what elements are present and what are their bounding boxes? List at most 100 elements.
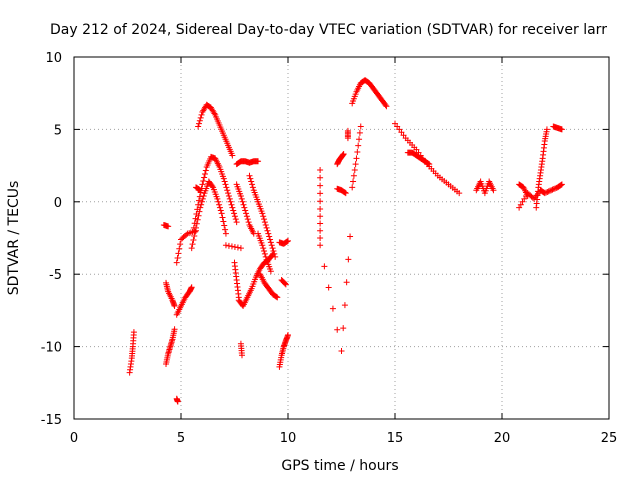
- series-arc-01: [126, 329, 137, 376]
- data-point-marker: [524, 193, 531, 200]
- data-point-marker: [197, 204, 204, 211]
- series-arc-07: [173, 395, 181, 405]
- data-point-marker: [230, 207, 237, 214]
- data-point-marker: [130, 329, 137, 336]
- data-point-marker: [352, 161, 359, 168]
- data-point-marker: [317, 220, 324, 227]
- data-point-marker: [329, 305, 336, 312]
- data-point-marker: [238, 352, 245, 359]
- data-point-marker: [321, 263, 328, 270]
- y-tick-label: -10: [41, 341, 62, 356]
- data-point-marker: [317, 198, 324, 205]
- data-point-marker: [232, 216, 239, 223]
- data-point-marker: [350, 178, 357, 185]
- series-arc-15: [231, 259, 242, 301]
- data-point-marker: [426, 161, 433, 168]
- data-point-marker: [425, 160, 432, 167]
- data-point-marker: [338, 347, 345, 354]
- data-point-marker: [558, 126, 565, 133]
- data-point-marker: [200, 177, 207, 184]
- data-point-marker: [543, 126, 550, 133]
- data-point-marker: [195, 120, 202, 127]
- data-point-marker: [317, 227, 324, 234]
- data-point-marker: [261, 250, 268, 257]
- data-point-marker: [202, 167, 209, 174]
- data-point-marker: [558, 181, 565, 188]
- series-arc-28: [349, 77, 390, 110]
- data-point-marker: [231, 243, 238, 250]
- series-arc-36: [550, 123, 565, 133]
- data-point-marker: [190, 237, 197, 244]
- series-arc-27: [344, 127, 351, 142]
- y-tick-label: -15: [41, 413, 62, 428]
- data-point-marker: [199, 195, 206, 202]
- data-point-marker: [221, 222, 228, 229]
- data-point-marker: [260, 245, 267, 252]
- data-point-marker: [543, 189, 550, 196]
- data-point-marker: [211, 110, 218, 117]
- data-point-marker: [284, 238, 291, 245]
- data-point-marker: [228, 243, 235, 250]
- data-point-marker: [197, 114, 204, 121]
- data-point-marker: [356, 129, 363, 136]
- data-point-marker: [267, 268, 274, 275]
- x-tick-label: 5: [177, 431, 185, 446]
- data-point-marker: [246, 172, 253, 179]
- series-arc-21: [237, 340, 245, 359]
- data-point-marker: [196, 117, 203, 124]
- data-point-marker: [214, 195, 221, 202]
- data-point-marker: [317, 213, 324, 220]
- data-point-marker: [240, 201, 247, 208]
- data-point-marker: [285, 332, 291, 339]
- data-point-marker: [317, 182, 324, 189]
- data-point-marker: [261, 216, 268, 223]
- series-arc-26: [334, 185, 349, 197]
- series-arc-19: [278, 276, 289, 288]
- series-arc-09: [190, 153, 240, 231]
- data-point-marker: [195, 197, 202, 204]
- data-point-marker: [249, 184, 256, 191]
- data-point-marker: [267, 236, 274, 243]
- data-point-marker: [201, 174, 208, 181]
- series-arc-17: [257, 271, 281, 301]
- data-point-marker: [220, 175, 227, 182]
- data-point-marker: [174, 254, 181, 261]
- data-point-marker: [545, 188, 552, 195]
- y-axis-label: SDTVAR / TECUs: [6, 181, 22, 296]
- data-point-marker: [226, 195, 233, 202]
- data-point-marker: [351, 166, 358, 173]
- data-point-marker: [237, 193, 244, 200]
- data-point-marker: [222, 181, 229, 188]
- series-arc-16: [235, 250, 277, 310]
- data-point-marker: [234, 244, 241, 251]
- data-point-marker: [239, 198, 246, 205]
- data-point-marker: [260, 213, 267, 220]
- data-point-marker: [198, 201, 205, 208]
- data-point-marker: [222, 230, 229, 237]
- data-point-marker: [347, 233, 354, 240]
- data-point-marker: [269, 252, 276, 259]
- data-point-marker: [259, 242, 266, 249]
- series-arc-23: [222, 242, 244, 252]
- series-arc-03: [163, 279, 178, 310]
- data-point-marker: [216, 204, 223, 211]
- data-point-marker: [549, 186, 556, 193]
- data-point-marker: [248, 178, 255, 185]
- data-point-marker: [189, 241, 196, 248]
- data-point-marker: [490, 187, 497, 194]
- data-point-marker: [193, 220, 200, 227]
- data-point-marker: [261, 248, 268, 255]
- series-arc-35: [533, 126, 550, 211]
- data-point-marker: [174, 398, 181, 405]
- data-point-marker: [199, 181, 206, 188]
- series-arc-25: [334, 151, 347, 168]
- data-point-marker: [273, 293, 280, 300]
- data-point-marker: [242, 207, 249, 214]
- x-tick-label: 25: [601, 431, 618, 446]
- data-point-marker: [265, 230, 272, 237]
- series-arc-11: [233, 158, 262, 168]
- data-point-marker: [243, 213, 250, 220]
- data-point-marker: [270, 250, 277, 257]
- data-point-marker: [269, 245, 276, 252]
- data-point-marker: [219, 214, 226, 221]
